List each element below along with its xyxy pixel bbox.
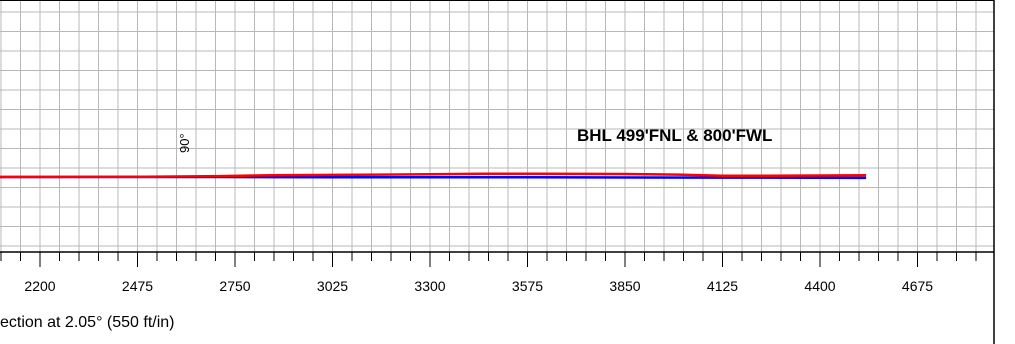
bhl-annotation: BHL 499'FNL & 800'FWL: [577, 126, 772, 145]
x-axis-caption: ection at 2.05° (550 ft/in): [0, 314, 175, 331]
x-tick-label: 3850: [609, 278, 640, 294]
annotation-layer: BHL 499'FNL & 800'FWL 90°: [177, 126, 772, 153]
x-tick-label: 2200: [24, 278, 55, 294]
grid: [0, 0, 994, 252]
x-tick-label: 4675: [902, 278, 933, 294]
x-tick-label: 2750: [219, 278, 250, 294]
x-tick-label: 2475: [122, 278, 153, 294]
series-layer: [0, 172, 867, 180]
x-tick-label: 3575: [512, 278, 543, 294]
x-tick-label: 3300: [414, 278, 445, 294]
x-tick-label: 3025: [317, 278, 348, 294]
actual-wellpath-line: [0, 172, 867, 179]
x-tick-label: 4125: [707, 278, 738, 294]
x-tick-label: 4400: [804, 278, 835, 294]
inclination-annotation: 90°: [177, 133, 192, 153]
